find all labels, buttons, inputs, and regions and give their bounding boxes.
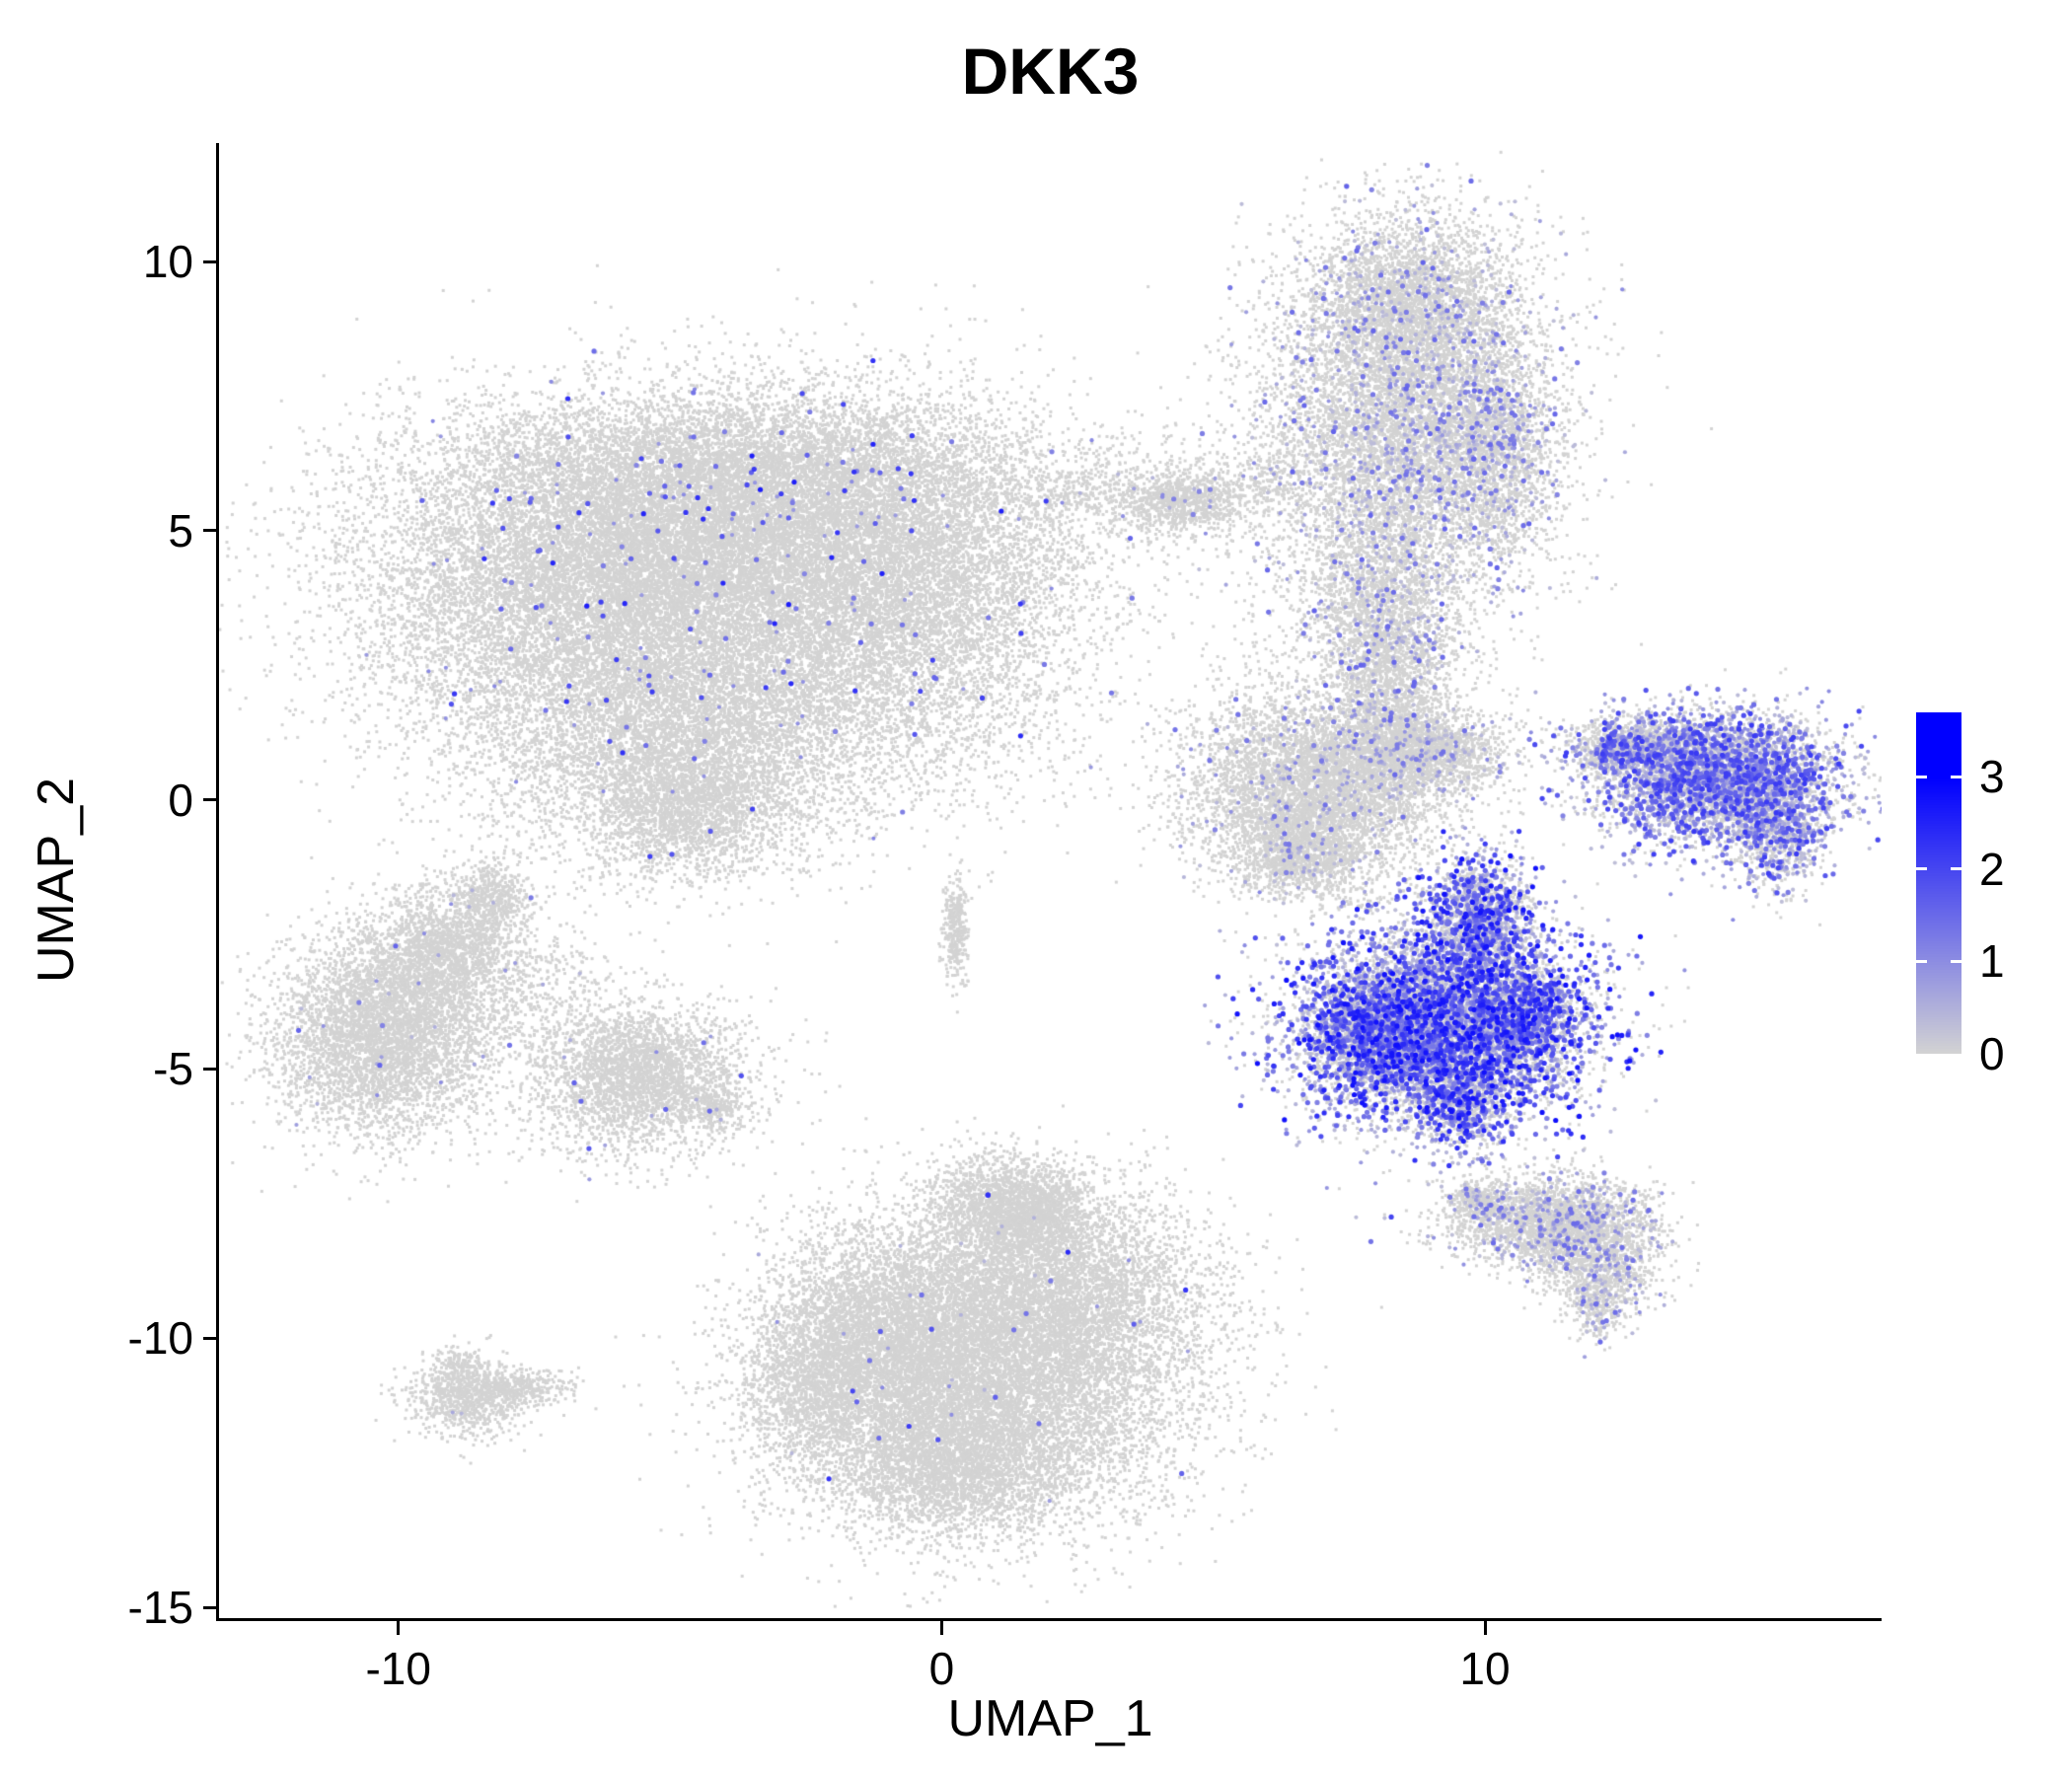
y-tick-mark: [203, 1067, 217, 1071]
legend-tick-mark: [1916, 775, 1927, 778]
legend-tick-mark: [1916, 959, 1927, 963]
y-tick-label: 5: [168, 504, 193, 556]
y-tick-mark: [203, 259, 217, 263]
x-tick-mark: [939, 1621, 943, 1635]
x-tick-label: 0: [928, 1643, 955, 1694]
x-tick-mark: [1483, 1621, 1487, 1635]
x-tick-label: 10: [1459, 1643, 1511, 1694]
legend-tick-label: 0: [1979, 1028, 2005, 1079]
legend-tick-label: 1: [1979, 935, 2005, 988]
y-tick-label: -5: [153, 1043, 193, 1095]
y-axis-line: [216, 143, 219, 1621]
y-tick-label: 10: [142, 236, 193, 288]
legend-tick-label: 2: [1979, 843, 2005, 895]
y-tick-mark: [203, 798, 217, 802]
x-tick-mark: [397, 1621, 401, 1635]
legend-tick-mark: [1951, 959, 1961, 963]
y-tick-label: -10: [127, 1312, 193, 1365]
x-axis-label: UMAP_1: [947, 1690, 1153, 1747]
scatter-plot-canvas: [219, 143, 1882, 1618]
y-tick-mark: [203, 1605, 217, 1609]
y-tick-label: 0: [168, 774, 193, 826]
x-axis-line: [216, 1618, 1882, 1621]
legend-gradient-bar: [1916, 712, 1961, 1054]
y-tick-mark: [203, 1336, 217, 1340]
legend-tick-mark: [1951, 775, 1961, 778]
plot-title: DKK3: [961, 35, 1140, 108]
y-tick-label: -15: [127, 1582, 193, 1634]
legend-tick-mark: [1916, 867, 1927, 871]
legend-tick-mark: [1951, 867, 1961, 871]
x-tick-label: -10: [365, 1643, 431, 1694]
legend-tick-label: 3: [1979, 751, 2005, 803]
y-tick-mark: [203, 529, 217, 533]
